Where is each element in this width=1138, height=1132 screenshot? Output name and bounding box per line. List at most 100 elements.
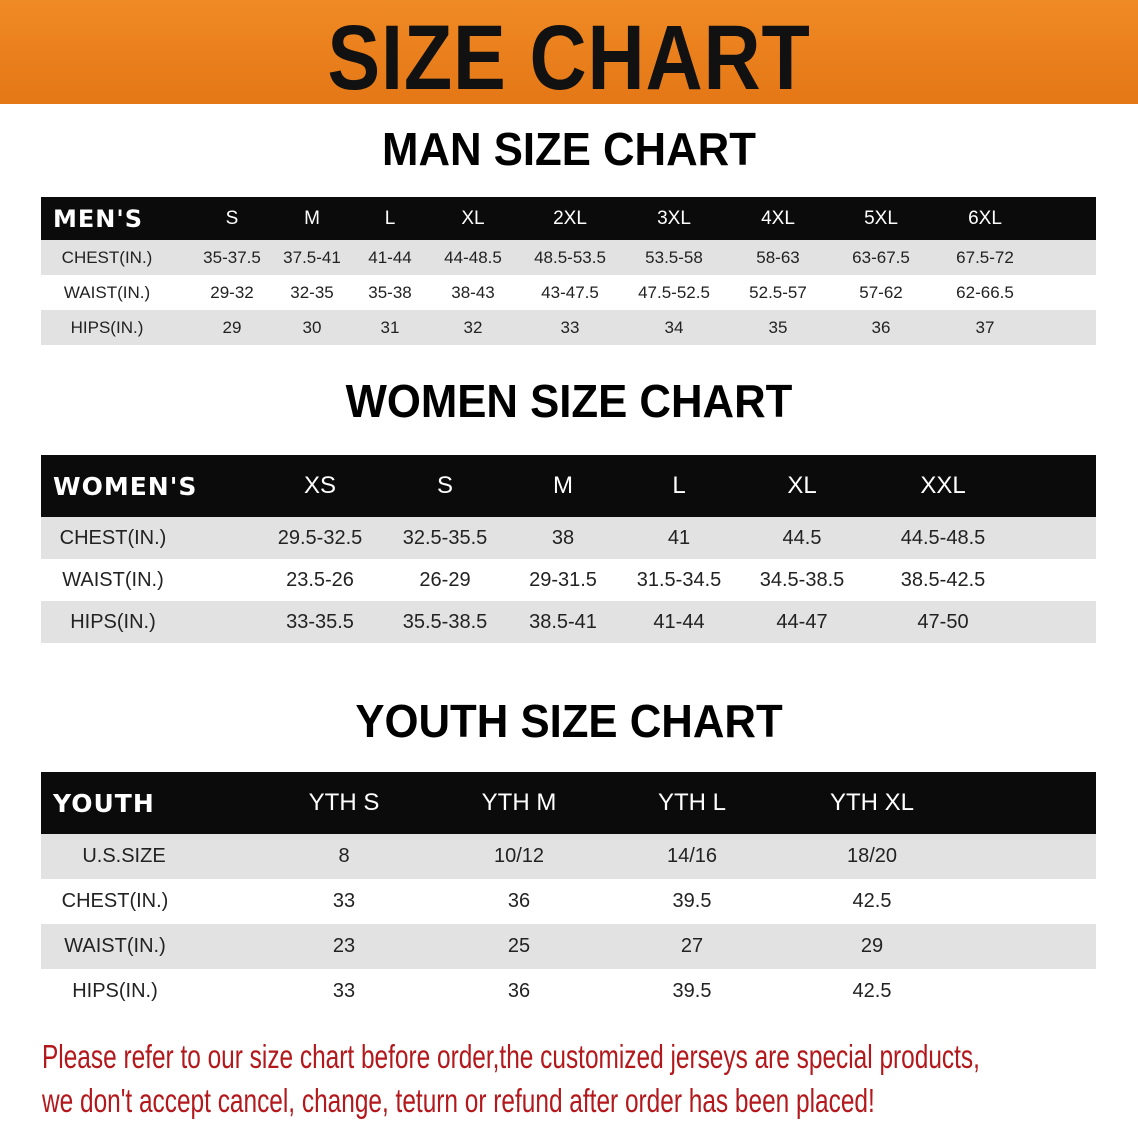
size-header-cell: 5XL — [864, 207, 898, 229]
measurement-label: HIPS(IN.) — [72, 980, 158, 1002]
table-cell: 41-44 — [653, 610, 705, 633]
banner: SIZE CHART — [0, 0, 1138, 109]
banner-title: SIZE CHART — [327, 7, 811, 109]
table-cell: 39.5 — [672, 890, 712, 912]
table-cell: 29.5-32.5 — [277, 526, 363, 549]
women-header-row: WOMEN'S XS S M L XL XXL — [41, 455, 1096, 517]
table-cell: 10/12 — [493, 845, 545, 867]
table-cell: 35-38 — [368, 282, 412, 302]
table-cell: 34.5-38.5 — [759, 568, 845, 591]
table-cell: 47-50 — [917, 610, 969, 633]
notice-line-1: Please refer to our size chart before or… — [42, 1038, 980, 1075]
table-corner-label: MEN'S — [53, 204, 143, 233]
size-header-cell: XXL — [920, 472, 966, 499]
table-cell: 29 — [860, 935, 884, 957]
youth-table-row: U.S.SIZE 8 10/12 14/16 18/20 — [41, 834, 1096, 879]
size-header-cell: M — [553, 472, 573, 499]
women-size-table: WOMEN'S XS S M L XL XXL CHEST(IN.) 29.5-32.5 32.5… — [41, 455, 1096, 643]
table-cell: 29 — [222, 317, 242, 337]
table-cell: 44.5-48.5 — [900, 526, 986, 549]
table-cell: 37.5-41 — [283, 247, 341, 267]
youth-table-row: WAIST(IN.) 23 25 27 29 — [41, 924, 1096, 969]
measurement-label: CHEST(IN.) — [61, 247, 153, 267]
table-cell: 39.5 — [672, 980, 712, 1002]
table-cell: 25 — [507, 935, 531, 957]
size-header-cell: M — [304, 207, 320, 229]
table-cell: 44-48.5 — [444, 247, 502, 267]
notice-line-2: we don't accept cancel, change, teturn o… — [42, 1082, 875, 1119]
table-cell: 30 — [302, 317, 322, 337]
size-header-cell: L — [672, 472, 686, 499]
table-cell: 41-44 — [368, 247, 412, 267]
table-cell: 23 — [332, 935, 356, 957]
size-header-cell: XS — [303, 472, 337, 499]
table-cell: 31 — [380, 317, 400, 337]
size-header-cell: S — [436, 472, 454, 499]
table-corner-label: YOUTH — [53, 788, 155, 818]
table-cell: 41 — [667, 526, 691, 549]
women-section-title: WOMEN SIZE CHART — [345, 375, 793, 427]
youth-size-table: YOUTH YTH S YTH M YTH L YTH XL U.S.SIZE 8 10/12… — [41, 772, 1096, 1014]
size-header-cell: YTH M — [481, 789, 557, 816]
table-cell: 29-32 — [210, 282, 254, 302]
table-cell: 35.5-38.5 — [402, 610, 488, 633]
table-cell: 57-62 — [859, 282, 903, 302]
table-cell: 36 — [871, 317, 891, 337]
size-header-cell: 2XL — [553, 207, 587, 229]
table-cell: 38-43 — [451, 282, 495, 302]
size-header-cell: 3XL — [657, 207, 691, 229]
table-cell: 53.5-58 — [645, 247, 703, 267]
women-table-row: HIPS(IN.) 33-35.5 35.5-38.5 38.5-41 41-44 44-… — [41, 601, 1096, 643]
table-cell: 44-47 — [776, 610, 828, 633]
table-cell: 37 — [975, 317, 995, 337]
men-table-row: CHEST(IN.) 35-37.5 37.5-41 41-44 44-48.5 48.5… — [41, 240, 1096, 275]
table-cell: 47.5-52.5 — [638, 282, 710, 302]
size-header-cell: YTH XL — [829, 789, 915, 816]
table-cell: 42.5 — [852, 980, 892, 1002]
youth-table-row: HIPS(IN.) 33 36 39.5 42.5 — [41, 969, 1096, 1014]
table-cell: 38.5-41 — [529, 610, 597, 633]
table-cell: 36 — [507, 980, 531, 1002]
men-section-title: MAN SIZE CHART — [382, 123, 756, 175]
measurement-label: HIPS(IN.) — [70, 317, 144, 337]
table-cell: 35 — [768, 317, 788, 337]
size-header-cell: 4XL — [761, 207, 795, 229]
youth-header-row: YOUTH YTH S YTH M YTH L YTH XL — [41, 772, 1096, 834]
youth-table-row: CHEST(IN.) 33 36 39.5 42.5 — [41, 879, 1096, 924]
table-cell: 35-37.5 — [203, 247, 261, 267]
table-cell: 62-66.5 — [956, 282, 1014, 302]
measurement-label: CHEST(IN.) — [59, 526, 167, 549]
size-header-cell: 6XL — [968, 207, 1002, 229]
table-cell: 32-35 — [290, 282, 334, 302]
size-header-cell: L — [384, 207, 396, 229]
women-table-row: WAIST(IN.) 23.5-26 26-29 29-31.5 31.5-34.5 34… — [41, 559, 1096, 601]
table-cell: 33-35.5 — [286, 610, 354, 633]
table-cell: 63-67.5 — [852, 247, 910, 267]
table-cell: 32 — [463, 317, 483, 337]
table-cell: 44.5 — [782, 526, 822, 549]
table-cell: 58-63 — [756, 247, 800, 267]
size-header-cell: XL — [787, 472, 817, 499]
table-cell: 43-47.5 — [541, 282, 599, 302]
table-cell: 34 — [664, 317, 684, 337]
measurement-label: U.S.SIZE — [82, 845, 166, 867]
measurement-label: WAIST(IN.) — [64, 935, 166, 957]
youth-section-title: YOUTH SIZE CHART — [355, 695, 783, 747]
table-cell: 31.5-34.5 — [636, 568, 722, 591]
measurement-label: HIPS(IN.) — [70, 610, 156, 633]
table-cell: 38.5-42.5 — [900, 568, 986, 591]
table-cell: 36 — [507, 890, 531, 912]
size-header-cell: YTH L — [657, 789, 727, 816]
table-corner-label: WOMEN'S — [53, 471, 198, 501]
men-size-table: MEN'S S M L XL 2XL 3XL 4XL 5XL 6XL CHEST(IN.) 35-37… — [41, 197, 1096, 345]
size-header-cell: S — [225, 207, 239, 229]
table-cell: 42.5 — [852, 890, 892, 912]
size-header-cell: XL — [461, 207, 485, 229]
table-cell: 33 — [332, 980, 356, 1002]
women-table-row: CHEST(IN.) 29.5-32.5 32.5-35.5 38 41 44.5 44.5… — [41, 517, 1096, 559]
table-cell: 33 — [332, 890, 356, 912]
table-cell: 18/20 — [846, 845, 898, 867]
table-cell: 38 — [551, 526, 575, 549]
table-cell: 26-29 — [419, 568, 471, 591]
table-cell: 8 — [338, 845, 350, 867]
